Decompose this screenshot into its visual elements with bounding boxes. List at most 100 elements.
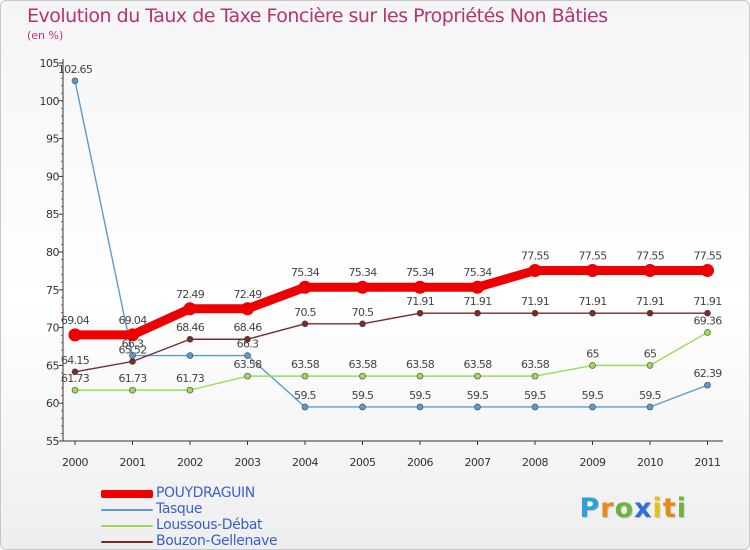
data-point xyxy=(646,309,654,317)
data-label: 72.49 xyxy=(234,288,263,301)
data-label: 102.65 xyxy=(58,63,93,76)
data-label: 62.39 xyxy=(694,367,723,380)
data-label: 59.5 xyxy=(294,389,316,402)
x-tick-label: 2000 xyxy=(62,456,88,469)
data-point xyxy=(643,264,657,278)
data-label: 72.49 xyxy=(176,288,205,301)
y-tick-label: 90 xyxy=(46,170,59,183)
data-label: 71.91 xyxy=(406,295,434,308)
data-label: 59.5 xyxy=(639,389,661,402)
x-tick-label: 2008 xyxy=(522,456,548,469)
y-tick-label: 105 xyxy=(40,57,60,70)
logo-letter: o xyxy=(614,493,635,524)
data-label: 68.46 xyxy=(234,321,263,334)
data-label: 59.5 xyxy=(409,389,431,402)
x-tick-label: 2010 xyxy=(637,456,663,469)
data-point xyxy=(589,309,596,317)
data-point xyxy=(471,280,484,294)
data-label: 63.58 xyxy=(406,358,435,371)
data-label: 71.91 xyxy=(579,295,607,308)
data-label: 65 xyxy=(586,347,599,360)
logo-letter: i xyxy=(676,493,687,524)
data-point xyxy=(301,372,309,380)
data-label: 69.04 xyxy=(119,314,148,327)
data-point xyxy=(356,280,369,294)
data-point xyxy=(183,302,197,316)
legend-swatch xyxy=(101,509,153,511)
data-label: 75.34 xyxy=(291,266,320,279)
legend-swatch xyxy=(101,525,153,527)
data-point xyxy=(186,386,194,394)
data-label: 68.46 xyxy=(176,321,205,334)
data-label: 71.91 xyxy=(464,295,492,308)
data-label: 63.58 xyxy=(234,358,263,371)
x-tick-label: 2007 xyxy=(465,456,491,469)
data-point xyxy=(704,309,711,317)
data-point xyxy=(359,320,366,328)
series-line xyxy=(74,331,709,391)
data-point xyxy=(298,280,312,294)
data-point xyxy=(646,403,654,411)
x-tick-label: 2009 xyxy=(580,456,606,469)
data-label: 63.58 xyxy=(521,358,550,371)
data-label: 63.58 xyxy=(464,358,493,371)
data-point xyxy=(244,372,251,380)
data-point xyxy=(646,362,654,369)
x-tick-label: 2002 xyxy=(177,456,203,469)
data-label: 63.58 xyxy=(349,358,378,371)
data-label: 77.55 xyxy=(521,250,550,263)
y-tick-label: 80 xyxy=(46,246,59,259)
chart-subtitle: (en %) xyxy=(27,29,64,42)
legend-swatch xyxy=(101,541,153,543)
data-point xyxy=(416,403,424,411)
series-points xyxy=(68,77,714,411)
data-point xyxy=(416,372,424,380)
series-line xyxy=(70,266,712,340)
proxiti-logo: Proxiti xyxy=(579,493,687,524)
data-label: 69.04 xyxy=(61,314,90,327)
y-tick-label: 75 xyxy=(46,284,59,297)
series-lines xyxy=(70,80,712,408)
data-point xyxy=(531,309,539,317)
logo-letter: r xyxy=(600,493,615,524)
x-tick-label: 2001 xyxy=(120,456,146,469)
y-tick-label: 95 xyxy=(46,133,59,146)
data-point xyxy=(704,329,711,336)
data-point xyxy=(528,264,542,278)
data-label: 59.5 xyxy=(467,389,489,402)
data-label: 65.52 xyxy=(119,343,147,356)
data-point xyxy=(413,280,427,294)
data-point xyxy=(589,403,596,411)
legend-label: POUYDRAGUIN xyxy=(156,485,255,501)
data-point xyxy=(416,309,424,317)
data-point xyxy=(474,309,481,317)
data-point xyxy=(474,372,481,380)
x-tick-label: 2006 xyxy=(407,456,433,469)
data-label: 61.73 xyxy=(176,372,205,385)
data-point xyxy=(301,320,309,328)
data-labels: 69.04 69.04 72.49 72.49 75.34 75.34 75.34 75.34… xyxy=(58,63,723,402)
legend-label: Loussous-Débat xyxy=(156,517,263,533)
data-point xyxy=(68,328,82,342)
data-label: 61.73 xyxy=(61,372,90,385)
data-point xyxy=(244,352,251,359)
series-line xyxy=(74,312,709,373)
data-point xyxy=(71,386,79,394)
data-point xyxy=(71,368,79,376)
data-label: 75.34 xyxy=(464,266,493,279)
data-point xyxy=(589,362,596,369)
legend-label: Bouzon-Gellenave xyxy=(156,533,278,549)
axes: 55 60 65 70 75 80 85 90 95 100 105 2000 2001 2002 2003… xyxy=(40,57,723,469)
data-point xyxy=(531,372,539,380)
logo-letter: P xyxy=(579,493,601,524)
data-label: 66.3 xyxy=(237,338,259,351)
data-point xyxy=(71,77,79,85)
data-point xyxy=(701,264,714,278)
data-label: 70.5 xyxy=(294,306,316,319)
logo-letter: t xyxy=(662,493,677,524)
y-tick-label: 100 xyxy=(40,95,60,108)
logo-letter: i xyxy=(652,493,663,524)
data-point xyxy=(186,335,194,343)
data-point xyxy=(704,381,711,389)
